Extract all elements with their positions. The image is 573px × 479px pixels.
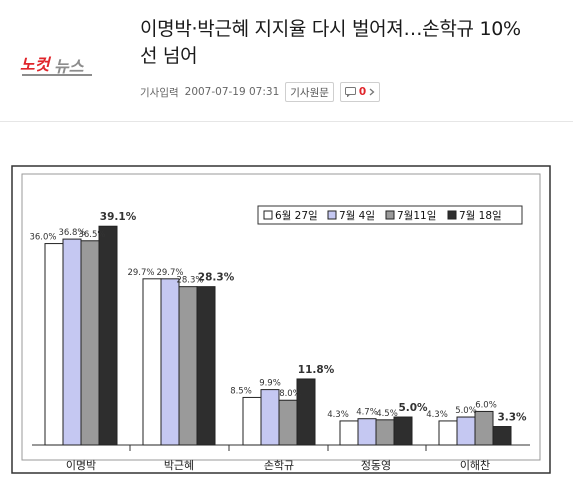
bar bbox=[393, 416, 413, 446]
bar bbox=[357, 418, 377, 446]
data-label: 28.3% bbox=[198, 272, 235, 284]
bar bbox=[98, 225, 118, 446]
data-label: 9.9% bbox=[259, 379, 281, 389]
chart-plot-frame bbox=[21, 173, 541, 461]
legend-swatch bbox=[327, 210, 337, 220]
original-article-button[interactable]: 기사원문 bbox=[285, 82, 334, 102]
data-label: 28.3% bbox=[176, 276, 203, 286]
bar bbox=[438, 420, 458, 446]
data-label: 3.3% bbox=[497, 412, 527, 424]
bar bbox=[296, 378, 316, 446]
data-label: 36.0% bbox=[29, 233, 56, 243]
bar bbox=[474, 410, 494, 446]
category-label: 정동영 bbox=[361, 459, 391, 472]
legend-label: 6월 27일 bbox=[275, 209, 318, 222]
bar bbox=[242, 396, 262, 446]
category-label: 손학규 bbox=[264, 459, 294, 472]
bar bbox=[160, 278, 180, 446]
data-label: 4.5% bbox=[376, 409, 398, 419]
data-label: 8.5% bbox=[230, 386, 252, 396]
comment-icon bbox=[344, 87, 356, 97]
legend-label: 7월 18일 bbox=[459, 209, 502, 222]
meta-label: 기사입력 bbox=[140, 86, 179, 99]
bar bbox=[196, 286, 216, 446]
data-label: 5.0% bbox=[398, 402, 428, 414]
chart-container: 36.0% 36.8% 36.5% 39.1% 29.7% 29.7% 28.3% 28.3%… bbox=[0, 160, 573, 475]
data-label: 29.7% bbox=[127, 268, 154, 278]
bar bbox=[62, 238, 82, 446]
meta-datetime: 2007-07-19 07:31 bbox=[184, 86, 280, 98]
data-label: 6.0% bbox=[475, 400, 497, 410]
logo-underline bbox=[22, 74, 92, 76]
headline-line-2: 선 넘어 bbox=[140, 45, 198, 67]
chevron-right-icon bbox=[369, 88, 375, 96]
data-label: 36.5% bbox=[78, 230, 105, 240]
category-label: 이해찬 bbox=[460, 458, 490, 472]
data-label: 4.7% bbox=[356, 408, 378, 418]
logo-text-nocut: 노컷 bbox=[20, 55, 52, 74]
article-headline: 이명박·박근혜 지지율 다시 벌어져…손학규 10% 선 넘어 bbox=[140, 16, 570, 70]
legend-label: 7월 4일 bbox=[339, 209, 375, 222]
legend-swatch bbox=[263, 210, 273, 220]
comment-button[interactable]: 0 bbox=[339, 82, 381, 102]
bar bbox=[80, 240, 100, 446]
bar bbox=[375, 419, 395, 446]
bar bbox=[142, 278, 162, 446]
bar bbox=[456, 416, 476, 446]
bar bbox=[178, 286, 198, 446]
article-header: 노컷 뉴스 이명박·박근혜 지지율 다시 벌어져…손학규 10% 선 넘어 기사… bbox=[0, 0, 573, 120]
data-label: 36.8% bbox=[58, 228, 85, 238]
header-divider bbox=[0, 121, 573, 122]
data-label: 29.7% bbox=[156, 268, 183, 278]
data-label: 4.3% bbox=[327, 410, 349, 420]
headline-line-1: 이명박·박근혜 지지율 다시 벌어져…손학규 10% bbox=[140, 18, 521, 40]
data-label: 8.0% bbox=[279, 389, 301, 399]
approval-rating-chart: 36.0% 36.8%36.5%39.1%29.7% 29.7%28.3%28.3%… bbox=[11, 165, 551, 474]
bar bbox=[260, 389, 280, 446]
bar bbox=[339, 420, 359, 446]
bar bbox=[492, 426, 512, 446]
category-label: 이명박 bbox=[66, 459, 96, 472]
category-label: 박근혜 bbox=[164, 459, 194, 472]
legend-label: 7월11일 bbox=[397, 209, 436, 222]
legend-swatch bbox=[447, 210, 457, 220]
data-label: 5.0% bbox=[455, 406, 477, 416]
logo-text-news: 뉴스 bbox=[54, 57, 85, 76]
bar bbox=[44, 243, 64, 446]
legend-swatch bbox=[385, 210, 395, 220]
data-label: 4.3% bbox=[426, 410, 448, 420]
data-label: 11.8% bbox=[298, 364, 335, 376]
bar bbox=[278, 399, 298, 446]
comment-count: 0 bbox=[358, 86, 367, 98]
nocut-news-logo[interactable]: 노컷 뉴스 bbox=[20, 52, 96, 78]
data-label: 39.1% bbox=[100, 211, 137, 223]
article-meta: 기사입력 2007-07-19 07:31 기사원문 0 bbox=[140, 82, 381, 102]
